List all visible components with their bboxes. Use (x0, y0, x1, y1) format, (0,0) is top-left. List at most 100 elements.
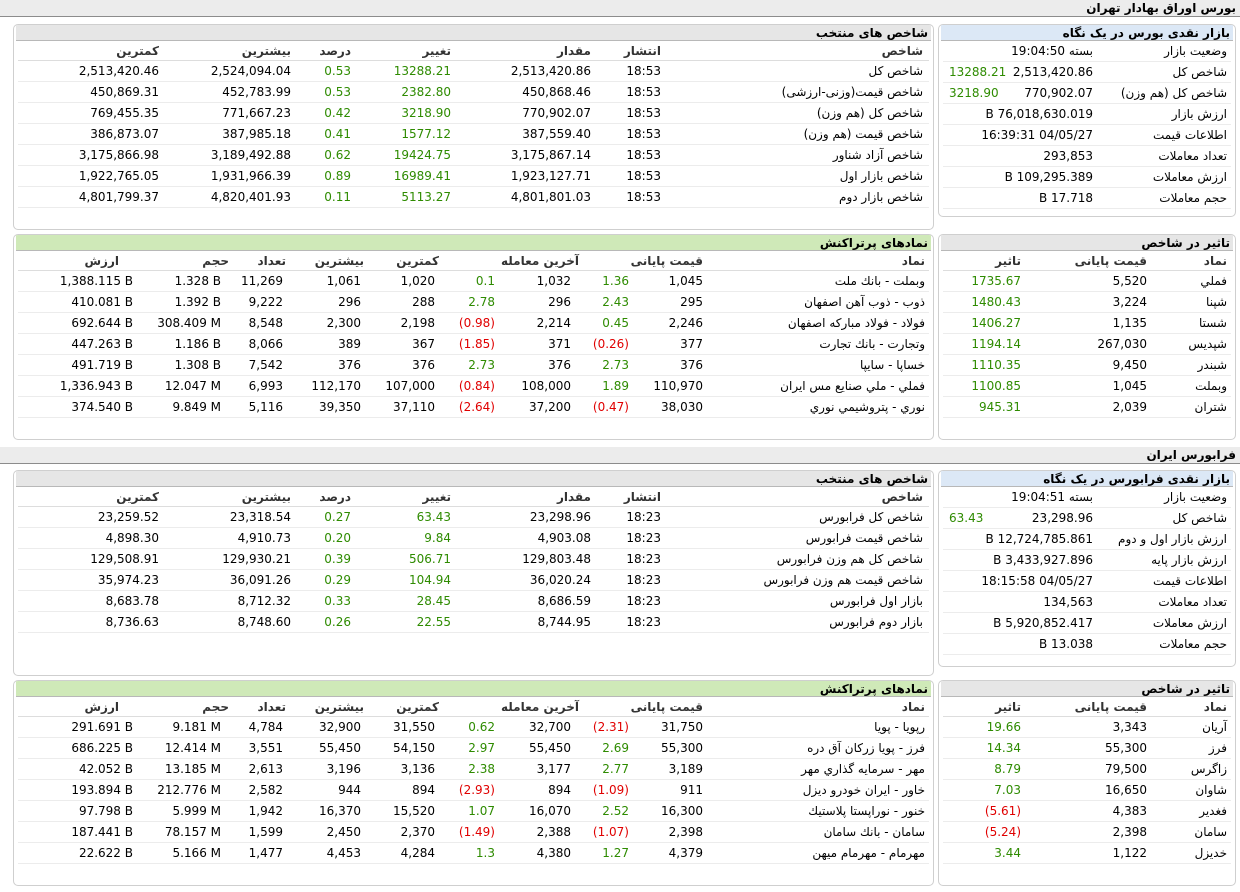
impact-row[interactable]: زاگرس 79,500 8.79 (943, 759, 1231, 780)
trade-count: 9,222 (248, 295, 283, 309)
trade-close: 2,246 (668, 316, 703, 330)
index-row[interactable]: شاخص آزاد شناور 18:53 3,175,867.14 19424.75… (18, 145, 929, 166)
trade-volume: 12.414 M (164, 741, 221, 755)
index-value: 2,513,420.86 (510, 64, 591, 78)
index-row[interactable]: شاخص قیمت هم وزن فرابورس 18:23 36,020.24 10… (18, 570, 929, 591)
trades-header-cell: قیمت پایانی (630, 254, 703, 268)
trade-row[interactable]: نوري - پتروشيمي نوري 38,030 (0.47) 37,200 (2… (18, 397, 929, 418)
index-row[interactable]: بازار اول فرابورس 18:23 8,686.59 28.45 0.33 8… (18, 591, 929, 612)
index-low: 35,974.23 (97, 573, 159, 587)
impact-row[interactable]: شستا 1,135 1406.27 (943, 313, 1231, 334)
trade-name: فولاد - فولاد مباركه اصفهان (787, 316, 925, 330)
index-row[interactable]: شاخص کل هم وزن فرابورس 18:23 129,803.48 506… (18, 549, 929, 570)
index-change: 63.43 (416, 510, 451, 524)
impact-row[interactable]: فرز 55,300 14.34 (943, 738, 1231, 759)
trades-header-cell: حجم (202, 254, 229, 268)
index-row[interactable]: شاخص کل 18:53 2,513,420.86 13288.21 0.53 2,52… (18, 61, 929, 82)
tse-impact-panel: تاثیر در شاخص نماد قیمت پایانی تاثیر فملي 5,… (938, 234, 1236, 440)
trade-row[interactable]: ذوب - ذوب آهن اصفهان 295 2.43 296 2.78 288 296… (18, 292, 929, 313)
impact-row[interactable]: خديزل 1,122 3.44 (943, 843, 1231, 864)
trade-last: 296 (548, 295, 571, 309)
trade-row[interactable]: رپويا - پويا 31,750 (2.31) 32,700 0.62 31,550… (18, 717, 929, 738)
ifb-overview-table: وضعیت بازار بسته 19:04:51 شاخص کل 23,298.96… (939, 487, 1235, 655)
index-value: 770,902.07 (522, 106, 591, 120)
index-name: بازار دوم فرابورس (829, 615, 923, 629)
impact-row[interactable]: شپديس 267,030 1194.14 (943, 334, 1231, 355)
index-row[interactable]: شاخص قیمت فرابورس 18:23 4,903.08 9.84 0.20 4,… (18, 528, 929, 549)
ifb-trades-panel: نمادهای پرتراکنش نماد قیمت پایانی آخرین مع… (13, 680, 934, 886)
trade-volume: 308.409 M (157, 316, 221, 330)
impact-row[interactable]: شاوان 16,650 7.03 (943, 780, 1231, 801)
trade-row[interactable]: مهر - سرمايه گذاري مهر 3,189 2.77 3,177 2.38… (18, 759, 929, 780)
trade-row[interactable]: خنور - نوراپستا پلاستيك 16,300 2.52 16,070 1… (18, 801, 929, 822)
ifb-indices-panel: شاخص های منتخب شاخص انتشار مقدار تغییر درصد ب… (13, 470, 934, 676)
trade-row[interactable]: فرز - پويا زركان آق دره 55,300 2.69 55,450 2… (18, 738, 929, 759)
index-row[interactable]: شاخص بازار دوم 18:53 4,801,801.03 5113.27 0.… (18, 187, 929, 208)
trade-row[interactable]: وتجارت - بانك تجارت 377 (0.26) 371 (1.85) 367… (18, 334, 929, 355)
trade-name: رپويا - پويا (874, 720, 925, 734)
indices-header: شاخص انتشار مقدار تغییر درصد بیشترین کمترین (18, 41, 929, 61)
trade-row[interactable]: خاور - ايران خودرو ديزل 911 (1.09) 894 (2.93… (18, 780, 929, 801)
impact-close: 9,450 (1112, 358, 1147, 372)
trade-low: 4,284 (400, 846, 435, 860)
index-high: 23,318.54 (229, 510, 291, 524)
impact-header-cell: قیمت پایانی (1074, 254, 1147, 268)
trades-header: نماد قیمت پایانی آخرین معامله کمترین بیشترین… (18, 251, 929, 271)
impact-row[interactable]: آريان 3,343 19.66 (943, 717, 1231, 738)
trade-count: 4,784 (248, 720, 283, 734)
index-change: 5113.27 (401, 190, 451, 204)
trade-row[interactable]: سامان - بانك سامان 2,398 (1.07) 2,388 (1.49)… (18, 822, 929, 843)
trade-count: 11,269 (241, 274, 283, 288)
index-high: 771,667.23 (222, 106, 291, 120)
overview-row: ارزش معاملات 5,920,852.417 B (943, 613, 1231, 634)
impact-row[interactable]: فغدير 4,383 (5.61) (943, 801, 1231, 822)
trade-count: 8,548 (248, 316, 283, 330)
impact-header-cell: قیمت پایانی (1074, 700, 1147, 714)
ifb-trades-table: نماد قیمت پایانی آخرین معامله کمترین بیشترین… (14, 697, 933, 864)
index-percent: 0.39 (324, 552, 351, 566)
trade-close-change: 1.27 (602, 846, 629, 860)
impact-row[interactable]: شتران 2,039 945.31 (943, 397, 1231, 418)
overview-label: شاخص کل (1172, 65, 1227, 79)
impact-symbol: خديزل (1194, 846, 1227, 860)
index-row[interactable]: شاخص قیمت (هم وزن) 18:53 387,559.40 1577.12… (18, 124, 929, 145)
index-low: 2,513,420.46 (78, 64, 159, 78)
trade-low: 54,150 (393, 741, 435, 755)
overview-label: ارزش معاملات (1152, 616, 1227, 630)
overview-value: 13.038 B (1038, 637, 1093, 651)
index-percent: 0.11 (324, 190, 351, 204)
trade-close-change: 2.69 (602, 741, 629, 755)
trade-name: وبملت - بانك ملت (834, 274, 925, 288)
indices-header: شاخص انتشار مقدار تغییر درصد بیشترین کمترین (18, 487, 929, 507)
index-percent: 0.53 (324, 85, 351, 99)
index-row[interactable]: شاخص بازار اول 18:53 1,923,127.71 16989.41 0… (18, 166, 929, 187)
index-name: شاخص کل فرابورس (819, 510, 923, 524)
impact-row[interactable]: سامان 2,398 (5.24) (943, 822, 1231, 843)
index-value: 4,903.08 (537, 531, 591, 545)
trade-volume: 13.185 M (164, 762, 221, 776)
trade-row[interactable]: وبملت - بانك ملت 1,045 1.36 1,032 0.1 1,020 1,… (18, 271, 929, 292)
impact-row[interactable]: شپنا 3,224 1480.43 (943, 292, 1231, 313)
trade-row[interactable]: فملي - ملي صنايع مس ايران 110,970 1.89 108,… (18, 376, 929, 397)
trade-row[interactable]: فولاد - فولاد مباركه اصفهان 2,246 0.45 2,21… (18, 313, 929, 334)
impact-row[interactable]: شبندر 9,450 1110.35 (943, 355, 1231, 376)
trade-close: 55,300 (661, 741, 703, 755)
trade-row[interactable]: خساپا - سايپا 376 2.73 376 2.73 376 376 7,542 1.… (18, 355, 929, 376)
overview-value: 12,724,785.861 B (985, 532, 1094, 546)
trade-close-change: 0.45 (602, 316, 629, 330)
index-row[interactable]: شاخص کل فرابورس 18:23 23,298.96 63.43 0.27 23… (18, 507, 929, 528)
trade-row[interactable]: مهرمام - مهرمام ميهن 4,379 1.27 4,380 1.3 4,2… (18, 843, 929, 864)
index-row[interactable]: شاخص کل (هم وزن) 18:53 770,902.07 3218.90 0.… (18, 103, 929, 124)
index-change: 9.84 (424, 531, 451, 545)
tse-impact-title: تاثیر در شاخص (941, 235, 1233, 251)
impact-row[interactable]: وبملت 1,045 1100.85 (943, 376, 1231, 397)
impact-row[interactable]: فملي 5,520 1735.67 (943, 271, 1231, 292)
overview-value: 770,902.07 (1024, 86, 1093, 100)
index-row[interactable]: بازار دوم فرابورس 18:23 8,744.95 22.55 0.26 8… (18, 612, 929, 633)
trade-low: 15,520 (393, 804, 435, 818)
trade-name: نوري - پتروشيمي نوري (809, 400, 925, 414)
trade-volume: 5.166 M (172, 846, 221, 860)
index-time: 18:23 (626, 615, 661, 629)
index-row[interactable]: شاخص قیمت(وزنی-ارزشی) 18:53 450,868.46 2382… (18, 82, 929, 103)
index-change: 28.45 (416, 594, 451, 608)
